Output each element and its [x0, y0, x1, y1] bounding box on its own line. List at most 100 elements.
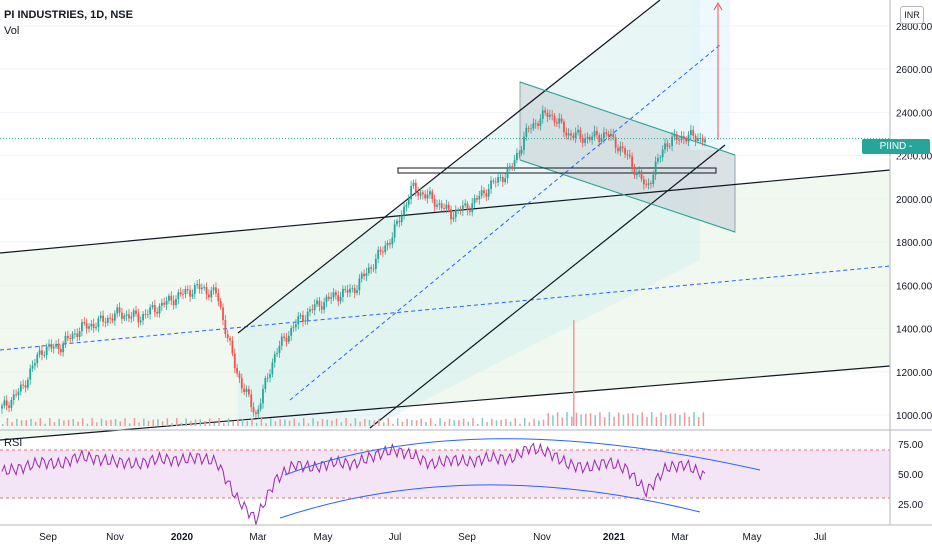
candle: [106, 317, 109, 323]
volume-bar: [171, 423, 173, 426]
candle: [461, 205, 464, 211]
candle: [367, 267, 370, 274]
candle: [595, 130, 598, 136]
volume-bar: [6, 418, 9, 426]
candle: [165, 300, 168, 305]
candle: [273, 354, 276, 363]
candle: [438, 203, 441, 205]
candle: [537, 123, 539, 126]
candle: [664, 143, 666, 150]
candle: [452, 217, 455, 220]
volume-bar: [232, 421, 234, 426]
volume-bar: [411, 420, 413, 426]
candle: [287, 335, 290, 342]
candle: [501, 176, 504, 182]
candle: [259, 403, 262, 410]
candle: [158, 305, 161, 314]
candle: [457, 209, 460, 211]
volume-bar: [561, 417, 564, 426]
candle: [459, 209, 462, 211]
price-tick-label: 1400.00: [896, 325, 932, 336]
volume-bar: [580, 414, 582, 426]
candle: [396, 220, 398, 225]
candle: [494, 181, 497, 183]
candle: [92, 323, 95, 328]
candle: [306, 311, 309, 321]
candle: [551, 114, 554, 116]
volume-bar: [589, 413, 592, 426]
time-axis-label: 2020: [171, 532, 194, 543]
volume-bar: [260, 418, 263, 426]
candle: [309, 309, 311, 312]
volume-bar: [284, 419, 286, 426]
candle: [626, 154, 629, 156]
volume-bar: [528, 422, 531, 426]
volume-bar: [420, 418, 423, 426]
volume-bar: [223, 422, 225, 426]
candle: [8, 405, 10, 408]
candle: [527, 127, 530, 129]
candle: [421, 192, 424, 195]
candle: [104, 321, 107, 323]
volume-bar: [570, 416, 573, 426]
candle: [34, 363, 36, 366]
volume-bar: [157, 419, 159, 426]
candle: [283, 336, 286, 338]
volume-bar: [462, 418, 465, 426]
candle: [222, 307, 224, 321]
volume-bar: [655, 416, 658, 426]
candle: [635, 172, 638, 175]
candle: [50, 344, 53, 349]
flag-upper: [519, 81, 736, 156]
volume-bar: [481, 418, 484, 426]
candle: [600, 138, 603, 142]
volume-bar: [660, 412, 662, 426]
candle: [193, 285, 196, 295]
volume-label: Vol: [4, 25, 20, 37]
candle: [318, 300, 321, 307]
currency-button[interactable]: INR: [900, 6, 924, 24]
candle: [90, 323, 93, 327]
candle: [15, 394, 18, 396]
candle: [292, 327, 295, 329]
volume-bar: [693, 412, 695, 426]
volume-bar: [274, 421, 277, 426]
volume-bar: [208, 418, 211, 426]
candle: [95, 327, 97, 328]
rising-channel-upper: [237, 0, 661, 334]
candle: [22, 384, 25, 386]
candle: [299, 315, 302, 317]
volume-bar: [2, 424, 4, 426]
candle: [116, 307, 119, 314]
candle: [400, 215, 403, 223]
volume-bar: [49, 418, 51, 426]
candle: [645, 184, 648, 186]
candle: [405, 204, 408, 207]
candle: [593, 130, 596, 137]
candle: [276, 352, 278, 355]
candle: [384, 245, 387, 253]
candle: [52, 346, 55, 349]
candle: [356, 290, 358, 294]
candle: [579, 129, 582, 138]
volume-bar: [523, 418, 526, 426]
volume-bar: [227, 418, 230, 426]
volume-bar: [392, 423, 394, 426]
candle: [1, 405, 3, 409]
volume-bar: [378, 418, 380, 426]
volume-bar: [58, 418, 60, 426]
candle: [271, 362, 274, 375]
candle: [83, 322, 86, 324]
candle: [219, 301, 222, 308]
candle: [614, 137, 617, 149]
volume-bar: [415, 420, 418, 426]
candle: [673, 134, 676, 137]
candle: [429, 191, 431, 195]
candle: [647, 183, 650, 185]
candle: [511, 166, 514, 168]
candle: [57, 343, 60, 349]
volume-bar: [373, 420, 375, 426]
volume-bar: [246, 420, 249, 426]
candle: [471, 203, 474, 212]
